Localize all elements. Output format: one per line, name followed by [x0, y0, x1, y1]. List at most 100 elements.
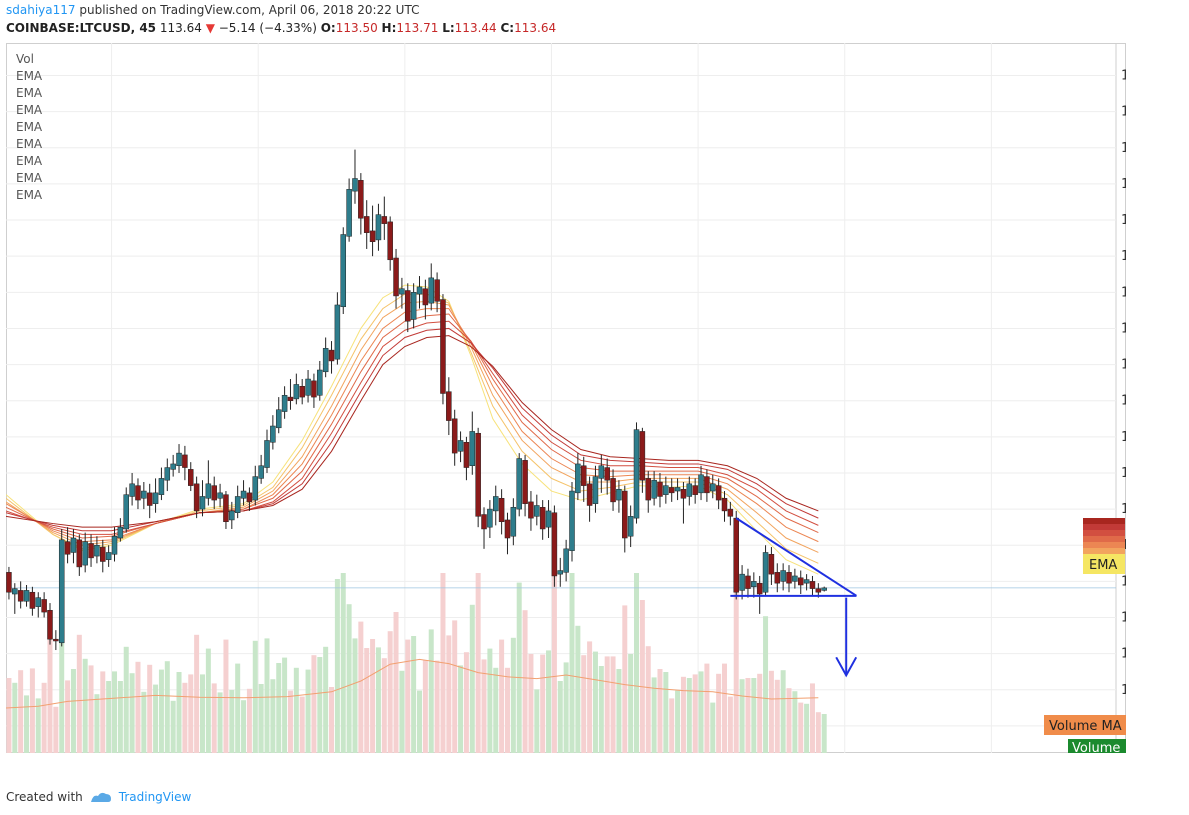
publish-text: published on TradingView.com, April 06, … [79, 3, 420, 17]
volume-bar [657, 669, 663, 753]
candle-body [328, 349, 335, 362]
candle-body [616, 488, 622, 501]
candle-body [311, 380, 317, 398]
candle-body [340, 234, 347, 308]
volume-bar [323, 646, 329, 753]
volume-bar [153, 684, 159, 753]
publish-info: sdahiya117 published on TradingView.com,… [6, 3, 419, 17]
y-tick-label: 110.00 [1121, 647, 1126, 662]
candle-body [803, 579, 810, 584]
volume-bar [241, 700, 247, 753]
candle-body [639, 431, 646, 481]
candle-body [633, 429, 640, 519]
volume-bar [598, 666, 604, 753]
candle-body [58, 539, 65, 644]
volume-bar [399, 670, 405, 753]
volume-bar [493, 667, 499, 753]
candle-body [598, 465, 605, 479]
candle-body [287, 396, 294, 401]
close-label: C: [500, 21, 515, 35]
volume-bar [804, 703, 810, 753]
volume-bar [311, 655, 317, 753]
candle-body [375, 214, 382, 241]
candle-body [129, 483, 135, 497]
candle-body [686, 483, 693, 497]
candle-body [240, 490, 247, 499]
volume-bar [282, 657, 288, 753]
candle-body [410, 292, 417, 320]
volume-bar [510, 637, 516, 753]
volume-bar [211, 683, 217, 753]
volume-bar [434, 660, 440, 753]
candle-body [809, 581, 816, 589]
y-tick-label: 112.00 [1121, 611, 1126, 626]
legend-label: EMA [16, 171, 43, 185]
candle-body [510, 507, 517, 537]
volume-bar [112, 671, 118, 753]
candle-body [569, 490, 575, 551]
candle-body [399, 288, 405, 295]
volume-bar [217, 692, 223, 753]
tradingview-link[interactable]: TradingView [118, 790, 192, 804]
candle-body [481, 514, 487, 530]
y-tick-label: 136.00 [1121, 177, 1126, 192]
author-link[interactable]: sdahiya117 [6, 3, 76, 17]
candle-body [176, 452, 182, 466]
candle-body [88, 543, 94, 559]
volume-bar [768, 670, 774, 753]
candle-body [622, 490, 628, 539]
ema-line [6, 335, 819, 528]
candle-body [158, 478, 165, 495]
down-arrow-icon: ▼ [205, 21, 215, 35]
ema-badge-stripe [1083, 524, 1125, 530]
volume-bar [405, 639, 411, 753]
candle-body [358, 180, 364, 219]
candle-body [739, 573, 745, 591]
triangle-upper-line [735, 517, 858, 597]
volume-bar [199, 674, 205, 753]
y-tick-label: 126.00 [1121, 358, 1126, 373]
volume-bar [739, 679, 745, 753]
volume-ma-line [6, 658, 819, 709]
candle-body [369, 230, 376, 242]
volume-bar [12, 682, 18, 753]
candle-body [422, 288, 429, 306]
volume-bar [317, 657, 323, 753]
volume-bar [188, 674, 194, 753]
close-value: 113.64 [514, 21, 557, 35]
volume-bar [704, 663, 710, 753]
volume-bar [581, 655, 587, 753]
candle-body [756, 582, 763, 595]
candle-body [264, 440, 270, 468]
candle-body [258, 465, 264, 479]
volume-bar [733, 573, 739, 753]
volume-ma-badge [1044, 715, 1126, 735]
y-tick-label: 118.00 [1121, 502, 1126, 517]
candle-body [170, 463, 176, 470]
y-tick-label: 134.00 [1121, 213, 1126, 228]
candle-body [105, 552, 112, 560]
volume-bar [252, 640, 258, 753]
created-with-text: Created with [6, 790, 83, 804]
volume-bar [469, 604, 475, 753]
candle-body [381, 216, 388, 224]
volume-bar [610, 656, 616, 753]
candle-body [797, 577, 804, 586]
candle-body [516, 458, 522, 510]
candle-body [6, 572, 12, 593]
candle-body [663, 485, 669, 495]
volume-bar [41, 682, 47, 753]
volume-bar [534, 689, 540, 753]
volume-bar [287, 690, 293, 753]
candle-body [557, 570, 564, 575]
y-tick-label: 132.00 [1121, 249, 1126, 264]
candle-body [715, 485, 722, 501]
price-chart[interactable]: 142.00 140.00 138.00 136.00 134.00 132.00 130.… [6, 43, 1126, 753]
volume-bar [6, 678, 12, 753]
volume-bar [751, 678, 757, 753]
volume-bar [604, 656, 610, 753]
volume-bar [123, 646, 129, 753]
candle-body [387, 221, 393, 261]
ema-badge-stripe [1083, 518, 1125, 524]
volume-bar [499, 639, 505, 753]
